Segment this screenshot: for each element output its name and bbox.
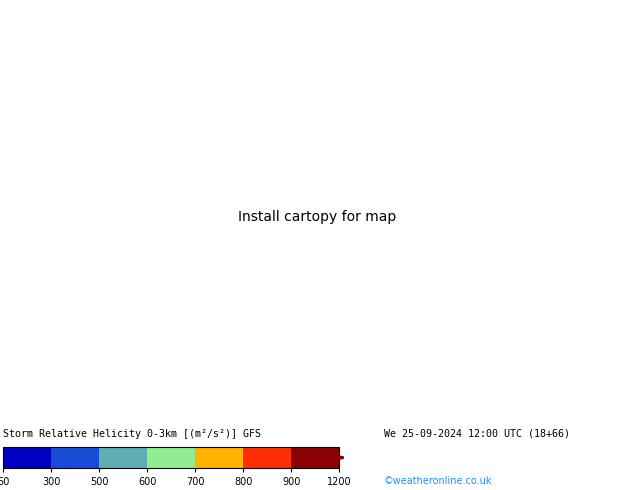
Text: We 25-09-2024 12:00 UTC (18+66): We 25-09-2024 12:00 UTC (18+66) bbox=[384, 429, 569, 439]
Text: Storm Relative Helicity 0-3km [(m²/s²)] GFS: Storm Relative Helicity 0-3km [(m²/s²)] … bbox=[3, 429, 261, 439]
Text: ©weatheronline.co.uk: ©weatheronline.co.uk bbox=[384, 476, 492, 486]
Text: Install cartopy for map: Install cartopy for map bbox=[238, 210, 396, 224]
